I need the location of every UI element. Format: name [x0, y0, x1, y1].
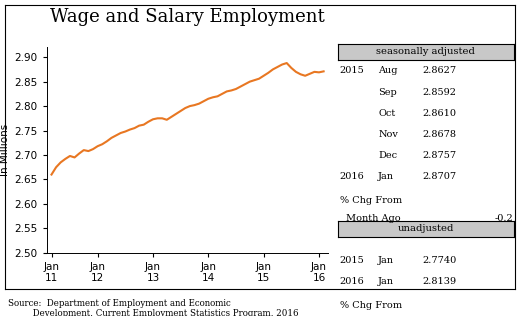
Text: % Chg From: % Chg From — [340, 301, 402, 310]
Text: 2015: 2015 — [340, 66, 365, 75]
Text: -0.2: -0.2 — [494, 214, 513, 223]
Text: Nov: Nov — [378, 130, 398, 139]
Y-axis label: In Millions: In Millions — [1, 124, 10, 176]
Text: 2.8610: 2.8610 — [422, 109, 456, 118]
Text: Dec: Dec — [378, 151, 398, 160]
Text: Oct: Oct — [378, 109, 395, 118]
Text: Sep: Sep — [378, 88, 397, 96]
Text: 2.8757: 2.8757 — [422, 151, 456, 160]
Text: 2.8627: 2.8627 — [422, 66, 456, 75]
Text: Wage and Salary Employment: Wage and Salary Employment — [50, 8, 325, 26]
Text: 2.8139: 2.8139 — [422, 277, 456, 286]
Text: Aug: Aug — [378, 66, 398, 75]
Text: Jan: Jan — [378, 256, 394, 265]
Text: 2.7740: 2.7740 — [422, 256, 456, 265]
Text: seasonally adjusted: seasonally adjusted — [376, 47, 475, 56]
Text: Month Ago: Month Ago — [346, 214, 401, 223]
Text: 2015: 2015 — [340, 256, 365, 265]
Text: 2.8707: 2.8707 — [422, 172, 456, 181]
Text: Jan: Jan — [378, 172, 394, 181]
Text: 2016: 2016 — [340, 172, 365, 181]
Text: 2.8592: 2.8592 — [422, 88, 456, 96]
Text: 2016: 2016 — [340, 277, 365, 286]
Text: Jan: Jan — [378, 277, 394, 286]
Text: % Chg From: % Chg From — [340, 196, 402, 205]
Text: 2.8678: 2.8678 — [422, 130, 456, 139]
Text: Source:  Department of Employment and Economic
         Development, Current Emp: Source: Department of Employment and Eco… — [8, 299, 299, 316]
Text: unadjusted: unadjusted — [398, 224, 454, 233]
